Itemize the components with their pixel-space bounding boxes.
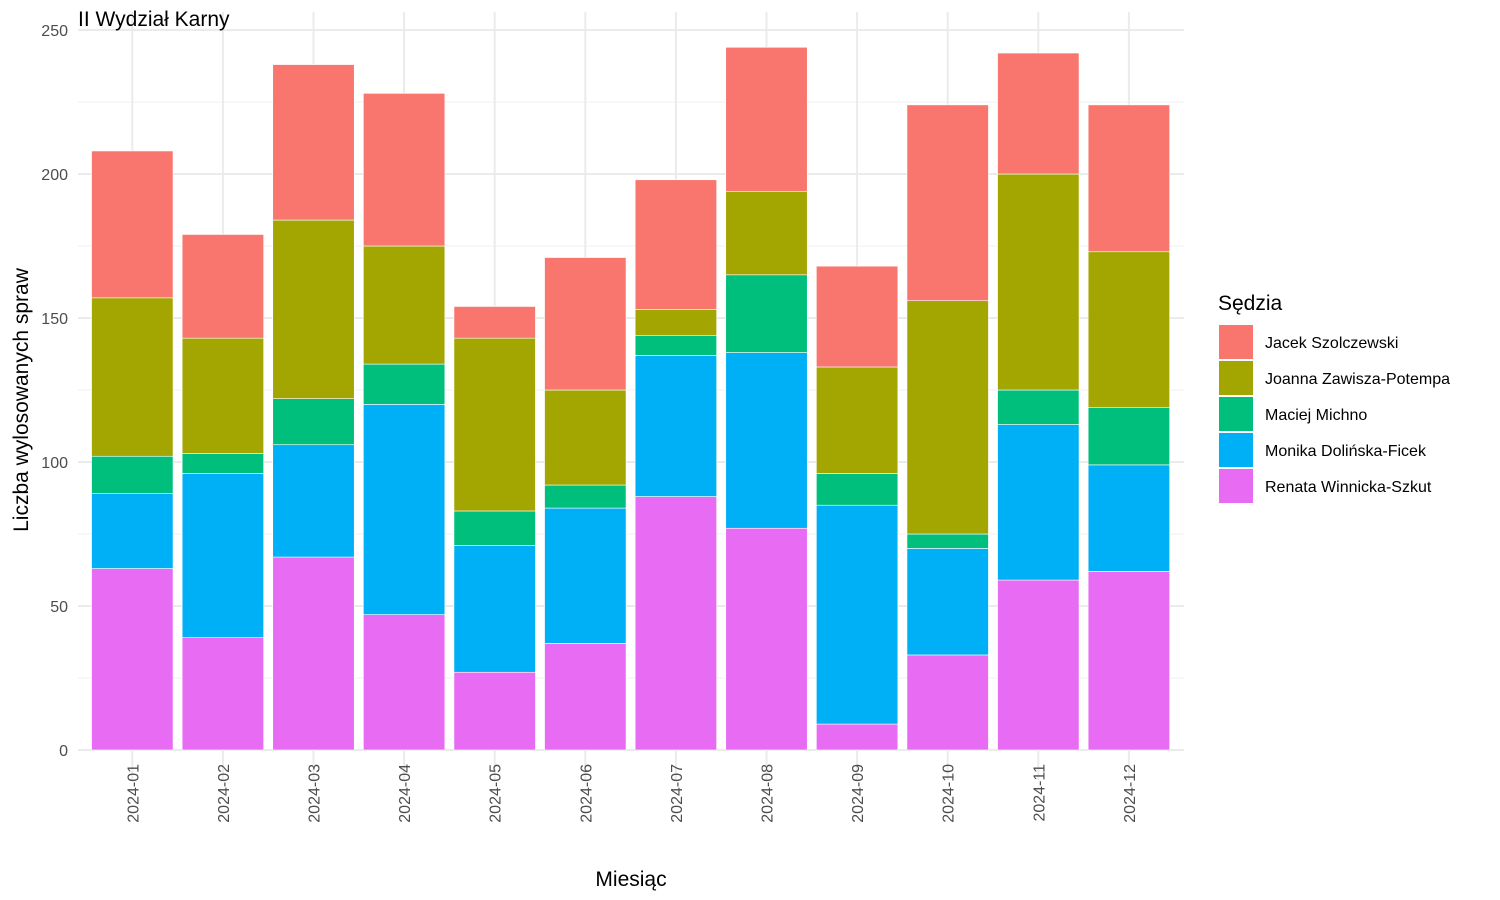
bar-segment xyxy=(181,337,264,454)
bar-segment xyxy=(816,723,899,751)
bar-segment xyxy=(997,389,1080,425)
bar-segment xyxy=(272,398,355,446)
legend-label: Jacek Szolczewski xyxy=(1265,335,1398,352)
bar-segment xyxy=(181,234,264,339)
bar-segment xyxy=(363,363,446,405)
legend-swatch xyxy=(1219,397,1253,431)
bar-segment xyxy=(816,473,899,506)
bar-segment xyxy=(91,150,174,299)
bar-segment xyxy=(272,556,355,751)
x-tick-label: 2024-04 xyxy=(397,764,414,823)
bar-segment xyxy=(725,274,808,353)
y-tick-label: 150 xyxy=(41,311,68,328)
legend-label: Joanna Zawisza-Potempa xyxy=(1265,371,1450,388)
bar-segment xyxy=(906,300,989,535)
bar-segment xyxy=(91,297,174,457)
legend: Sędzia Jacek Szolczewski Joanna Zawisza-P… xyxy=(1218,292,1450,503)
x-tick-label: 2024-07 xyxy=(669,764,686,823)
bar-segment xyxy=(544,389,627,486)
bar-segment xyxy=(634,496,717,751)
bar-segment xyxy=(453,306,536,339)
y-tick-label: 250 xyxy=(41,23,68,40)
y-tick-label: 100 xyxy=(41,455,68,472)
x-tick-label: 2024-02 xyxy=(216,764,233,823)
bar-segment xyxy=(634,309,717,336)
x-axis-title: Miesiąc xyxy=(595,868,666,891)
bar-segment xyxy=(272,219,355,399)
y-tick-label: 0 xyxy=(59,743,68,760)
bar-segment xyxy=(997,579,1080,751)
bar-segment xyxy=(453,671,536,751)
bar-segment xyxy=(816,504,899,725)
bar-segment xyxy=(544,257,627,391)
bar-segment xyxy=(906,548,989,656)
x-tick-label: 2024-06 xyxy=(578,764,595,823)
bar-segment xyxy=(1087,464,1170,572)
legend-label: Renata Winnicka-Szkut xyxy=(1265,479,1432,496)
bar-segment xyxy=(453,510,536,546)
bar-segment xyxy=(363,404,446,615)
bar-segment xyxy=(1087,104,1170,253)
x-tick-label: 2024-10 xyxy=(941,764,958,823)
bar-segment xyxy=(634,179,717,310)
bar-segment xyxy=(906,104,989,302)
legend-swatch xyxy=(1219,325,1253,359)
bar-segment xyxy=(181,473,264,638)
bars xyxy=(91,46,1170,751)
x-tick-label: 2024-01 xyxy=(125,764,142,823)
x-tick-label: 2024-09 xyxy=(850,764,867,823)
bar-segment xyxy=(363,245,446,365)
y-axis-title: Liczba wylosowanych spraw xyxy=(10,267,33,532)
bar-segment xyxy=(725,352,808,529)
bar-segment xyxy=(906,654,989,751)
bar-segment xyxy=(1087,406,1170,466)
bar-segment xyxy=(816,265,899,368)
bar-segment xyxy=(997,52,1080,175)
bar-segment xyxy=(363,93,446,247)
y-tick-label: 200 xyxy=(41,167,68,184)
bar-segment xyxy=(997,173,1080,391)
bar-segment xyxy=(453,337,536,512)
x-tick-label: 2024-12 xyxy=(1122,764,1139,823)
bar-segment xyxy=(544,507,627,644)
bar-segment xyxy=(91,493,174,569)
bar-segment xyxy=(453,545,536,673)
bar-segment xyxy=(544,643,627,751)
bar-segment xyxy=(906,533,989,549)
bar-segment xyxy=(725,190,808,276)
y-axis-ticks: 0 50 100 150 200 250 xyxy=(41,23,68,760)
bar-segment xyxy=(634,334,717,356)
bar-segment xyxy=(544,484,627,509)
bar-segment xyxy=(997,424,1080,581)
legend-title: Sędzia xyxy=(1218,292,1283,315)
bar-segment xyxy=(272,64,355,221)
legend-label: Maciej Michno xyxy=(1265,407,1367,424)
x-tick-label: 2024-11 xyxy=(1031,764,1048,822)
bar-segment xyxy=(181,637,264,751)
bar-segment xyxy=(816,366,899,474)
bar-segment xyxy=(634,355,717,497)
bar-segment xyxy=(1087,251,1170,408)
legend-swatch xyxy=(1219,361,1253,395)
legend-swatch xyxy=(1219,469,1253,503)
bar-segment xyxy=(725,527,808,751)
x-axis-ticks: 2024-01 2024-02 2024-03 2024-04 2024-05 2024-… xyxy=(125,764,1139,823)
bar-segment xyxy=(91,568,174,751)
x-tick-label: 2024-05 xyxy=(488,764,505,823)
x-tick-label: 2024-08 xyxy=(760,764,777,823)
bar-segment xyxy=(91,455,174,494)
legend-label: Monika Dolińska-Ficek xyxy=(1265,443,1427,460)
bar-segment xyxy=(1087,571,1170,751)
bar-segment xyxy=(363,614,446,751)
y-tick-label: 50 xyxy=(50,599,68,616)
chart-title: II Wydział Karny xyxy=(78,8,230,31)
x-tick-label: 2024-03 xyxy=(307,764,324,823)
bar-segment xyxy=(181,453,264,474)
legend-swatch xyxy=(1219,433,1253,467)
bar-segment xyxy=(725,46,808,192)
bar-segment xyxy=(272,444,355,558)
